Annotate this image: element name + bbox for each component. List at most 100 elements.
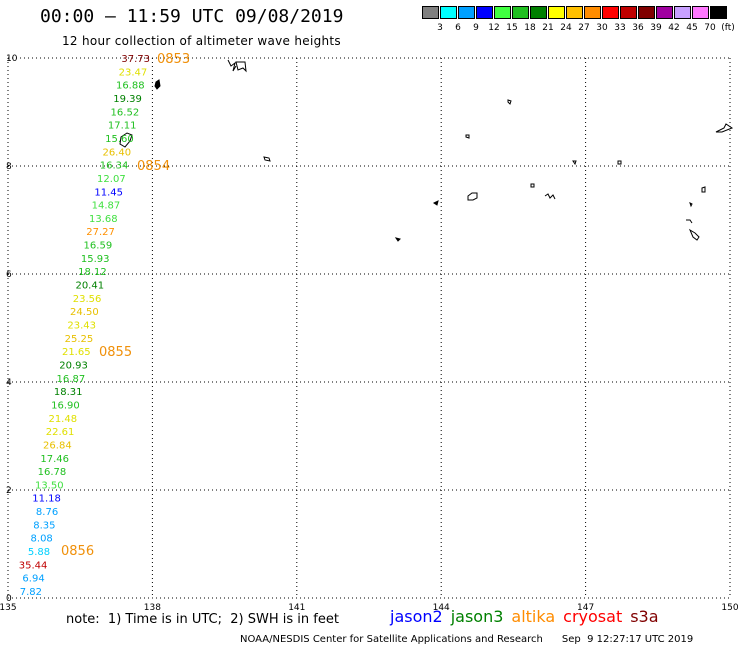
time-label: 0853	[157, 52, 190, 67]
time-label: 0855	[99, 345, 132, 360]
color-scale-label: 36	[632, 23, 644, 33]
credit-line: NOAA/NESDIS Center for Satellite Applica…	[240, 634, 694, 645]
legend-entry-jason3: jason3	[450, 607, 504, 626]
wave-height-value: 16.87	[57, 374, 86, 385]
lat-tick-label: 4	[6, 378, 12, 388]
island-outline	[507, 99, 512, 105]
color-scale-swatch	[602, 6, 619, 19]
legend-entry-s3a: s3a	[630, 607, 659, 626]
satellite-legend: jason2 jason3 altika cryosat s3a	[390, 607, 667, 626]
lon-tick-label: 141	[288, 603, 305, 613]
wave-height-value: 11.45	[94, 187, 123, 198]
wave-height-value: 21.48	[48, 414, 77, 425]
color-scale-label: 42	[668, 23, 680, 33]
wave-height-value: 23.43	[67, 321, 96, 332]
color-scale-swatch	[512, 6, 529, 19]
wave-height-value: 7.82	[20, 587, 42, 598]
wave-height-value: 14.87	[92, 201, 121, 212]
island-outline	[394, 237, 401, 242]
color-scale-swatch	[422, 6, 439, 19]
legend-entry-altika: altika	[511, 607, 556, 626]
island-outline	[715, 123, 734, 133]
color-scale-label: 9	[473, 23, 479, 33]
island-outline	[227, 59, 237, 72]
wave-height-value: 22.61	[46, 427, 75, 438]
island-outlines	[119, 59, 734, 242]
color-scale-label: 18	[524, 23, 536, 33]
color-scale-label: 6	[455, 23, 461, 33]
wave-height-value: 13.50	[35, 480, 64, 491]
island-outline	[701, 186, 706, 193]
color-scale-label: 70	[704, 23, 716, 33]
wave-height-value: 25.25	[65, 334, 94, 345]
island-outline	[154, 79, 161, 90]
lat-tick-label: 6	[6, 270, 12, 280]
color-scale-label: 27	[578, 23, 590, 33]
island-outline	[689, 202, 693, 208]
lat-tick-label: 8	[6, 162, 12, 172]
wave-height-value: 8.35	[33, 520, 55, 531]
wave-height-value: 18.12	[78, 267, 107, 278]
wave-height-value: 13.68	[89, 214, 118, 225]
wave-height-value: 19.39	[113, 94, 142, 105]
lon-tick-label: 150	[721, 603, 738, 613]
wave-height-value: 26.40	[102, 147, 131, 158]
wave-height-value: 17.11	[108, 121, 137, 132]
island-outline	[119, 132, 133, 148]
wave-height-value: 35.44	[19, 560, 48, 571]
wave-height-value: 16.88	[116, 81, 145, 92]
lon-tick-label: 144	[433, 603, 450, 613]
map-note: note: 1) Time is in UTC; 2) SWH is in fe…	[66, 612, 339, 627]
color-scale-swatch	[638, 6, 655, 19]
color-scale-label: 12	[488, 23, 500, 33]
color-scale-label: 15	[506, 23, 518, 33]
wave-height-value: 23.56	[73, 294, 102, 305]
page-title: 00:00 – 11:59 UTC 09/08/2019	[40, 6, 344, 27]
wave-height-value: 16.78	[38, 467, 67, 478]
color-scale-label: 3	[437, 23, 443, 33]
island-outline	[617, 160, 622, 165]
wave-height-value: 12.07	[97, 174, 126, 185]
color-scale-swatch	[656, 6, 673, 19]
wave-height-value: 16.52	[111, 107, 140, 118]
color-scale-swatch	[584, 6, 601, 19]
time-label: 0856	[61, 544, 94, 559]
lon-tick-label: 138	[144, 603, 161, 613]
island-outline	[467, 192, 478, 201]
map-grid	[7, 57, 731, 599]
lon-tick-label: 147	[577, 603, 594, 613]
color-scale-label: 39	[650, 23, 662, 33]
wave-height-value: 37.73	[121, 54, 150, 65]
wave-height-value: 27.27	[86, 227, 115, 238]
legend-entry-jason2: jason2	[390, 607, 443, 626]
time-label: 0854	[137, 159, 170, 174]
wave-height-value: 20.41	[75, 281, 104, 292]
legend-entry-cryosat: cryosat	[563, 607, 623, 626]
wave-height-value: 17.46	[40, 454, 69, 465]
color-scale-swatch	[494, 6, 511, 19]
wave-height-values: 37.73 23.47 16.88 19.39 16.52 17.11 15.60 26.40…	[19, 54, 150, 598]
lat-tick-label: 0	[6, 594, 12, 604]
color-scale-swatch	[710, 6, 727, 19]
island-outline	[530, 183, 535, 188]
color-scale-label: 21	[542, 23, 554, 33]
wave-height-value: 16.34	[100, 161, 129, 172]
wave-height-value: 6.94	[22, 574, 44, 585]
color-scale-swatch	[440, 6, 457, 19]
island-outline	[688, 228, 700, 241]
wave-height-value: 26.84	[43, 440, 72, 451]
island-outline	[572, 160, 577, 166]
island-outline	[433, 200, 439, 206]
lat-tick-label: 2	[6, 486, 12, 496]
island-outline	[544, 193, 556, 200]
color-scale-swatch	[692, 6, 709, 19]
wave-height-value: 18.31	[54, 387, 83, 398]
color-scale-label: 30	[596, 23, 608, 33]
wave-height-value: 21.65	[62, 347, 91, 358]
color-scale-label: 24	[560, 23, 572, 33]
wave-height-value: 16.90	[51, 400, 80, 411]
color-scale-swatch	[566, 6, 583, 19]
color-scale-label: 33	[614, 23, 626, 33]
island-outline	[235, 61, 247, 73]
